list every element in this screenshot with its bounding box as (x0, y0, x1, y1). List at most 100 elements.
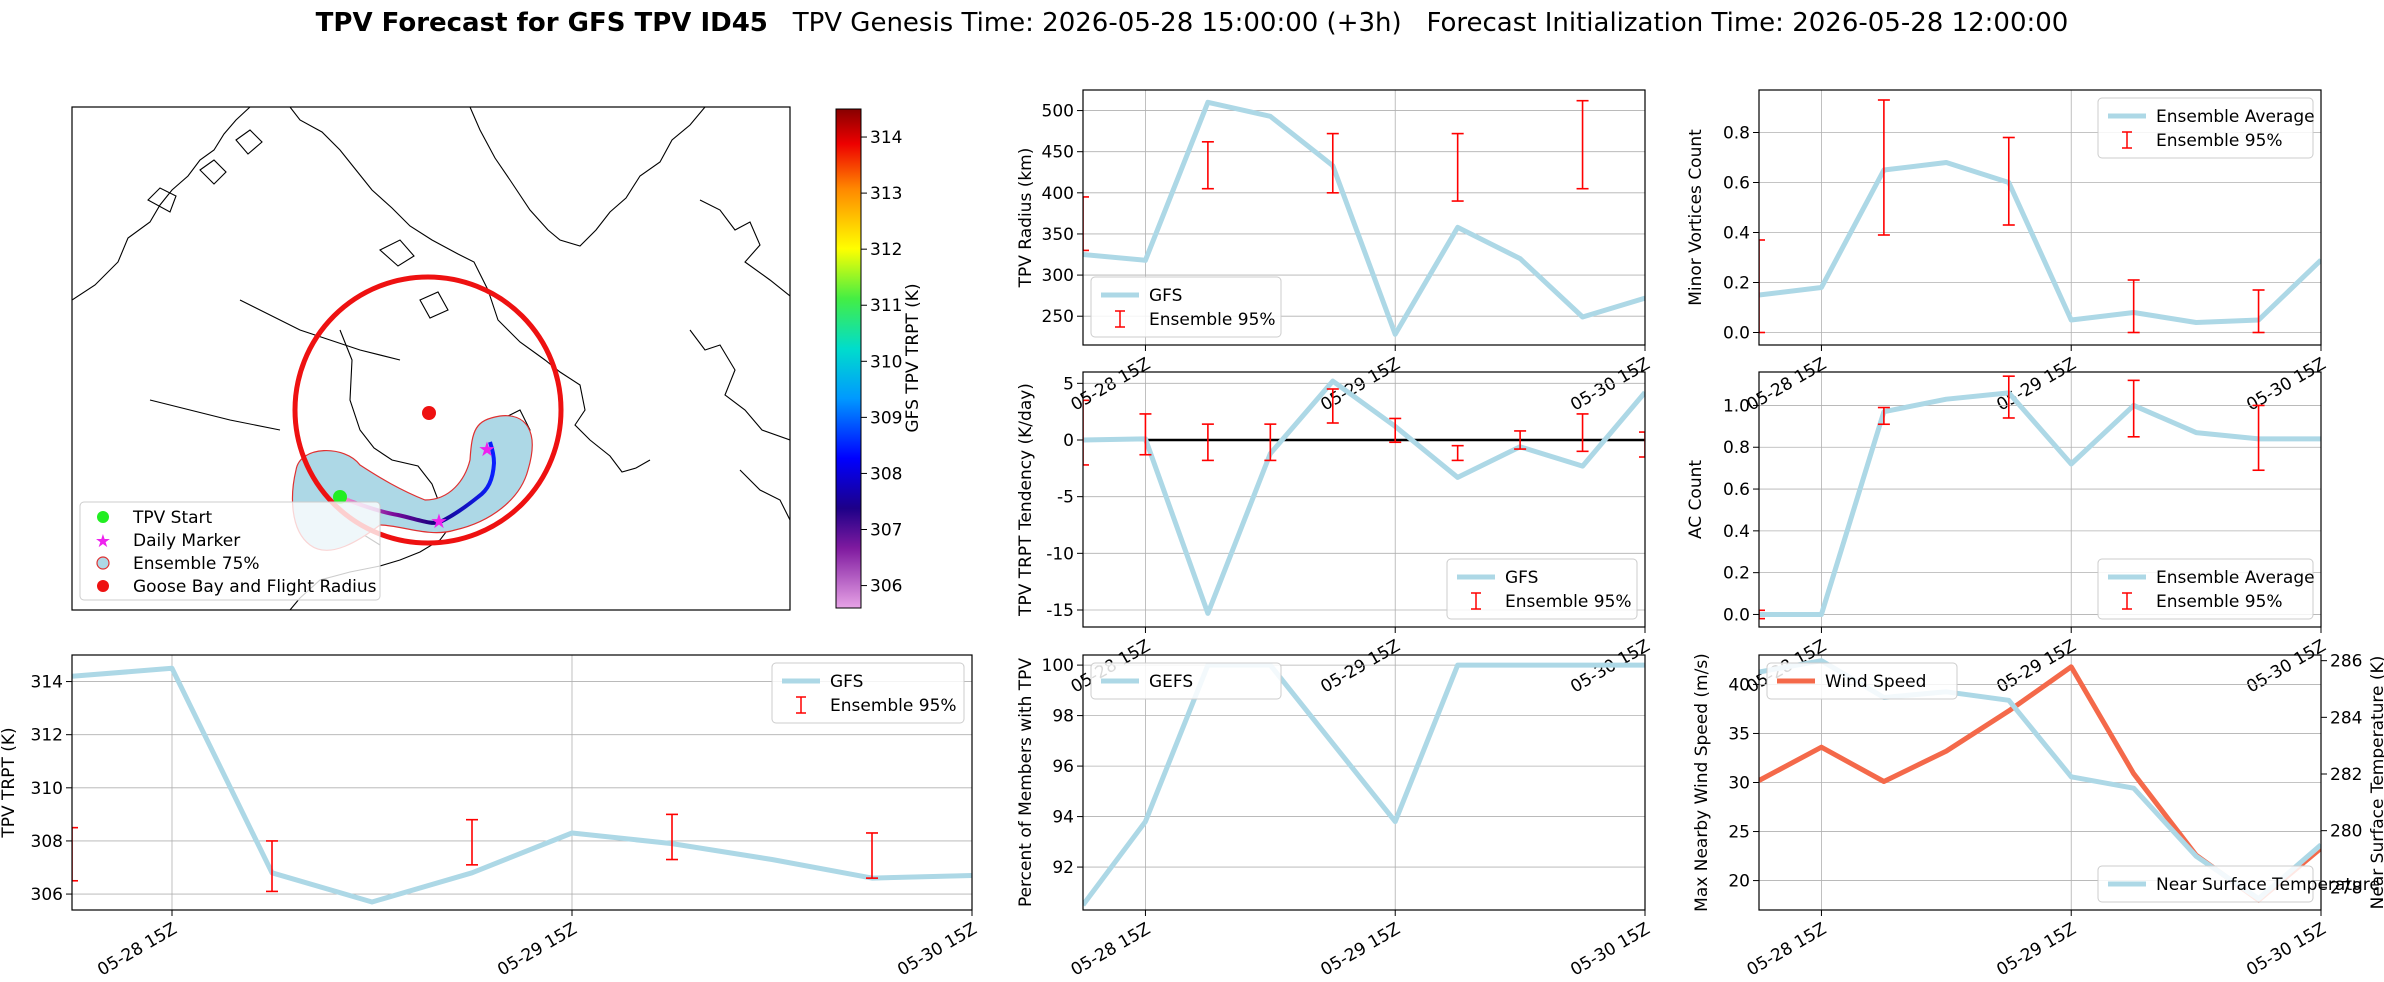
colorbar-tick-label-0: 306 (870, 577, 902, 597)
colorbar-ticks: 306 307 308 309 310 311 312 313 314 (861, 128, 902, 597)
tend-ytick-label-4: 5 (1063, 374, 1074, 394)
minor-series-0 (1759, 160, 2321, 325)
wind-ytick-label-3: 35 (1728, 724, 1750, 744)
radius-legend-label-0: GFS (1149, 286, 1182, 306)
ac-ytick-label-2: 0.4 (1723, 522, 1750, 542)
trpt-legend: GFS Ensemble 95% (771, 662, 965, 724)
ac-ytick-label-0: 0.0 (1723, 605, 1750, 625)
wind-ytick-label-0: 20 (1728, 872, 1750, 892)
tend-ytick-label-2: -5 (1057, 488, 1074, 508)
minor-xtick-label-0: 05-28 15Z (1744, 354, 1830, 415)
tend-legend-label-0: GFS (1505, 568, 1538, 588)
members-ytick-label-3: 98 (1052, 707, 1074, 727)
radius-series-0 (1083, 99, 1645, 337)
ac-errbar-3 (2127, 379, 2140, 438)
members-xtick-label-2: 05-30 15Z (1567, 919, 1653, 980)
members-series-0 (1083, 662, 1645, 907)
colorbar-label: GFS TPV TRPT (K) (903, 283, 923, 432)
map-panel: ★ ★ ★ TPV Start Daily Marker Ensemble 75… (71, 106, 791, 611)
tend-frame (1082, 371, 1646, 628)
tend-errbar-1 (1139, 413, 1152, 456)
wind-ytick2-label-0: 278 (2330, 878, 2362, 898)
tend-xtick-label-1: 05-29 15Z (1317, 636, 1403, 697)
ac-legend-frame (2097, 558, 2314, 620)
trpt-errbar-4 (866, 832, 878, 879)
tend-errbar-8 (1576, 413, 1589, 453)
members-xtick-label-0: 05-28 15Z (1068, 919, 1154, 980)
island-outlines (147, 129, 531, 441)
wind-ytick2-label-3: 284 (2330, 708, 2362, 728)
tend-errbar-2 (1201, 423, 1214, 462)
wind-xtick-label-1: 05-29 15Z (1993, 919, 2079, 980)
coastline-arctic-islands (289, 107, 651, 473)
trpt-xtick-label-1: 05-29 15Z (494, 919, 580, 980)
wind-xtick-label-2: 05-30 15Z (2243, 919, 2329, 980)
trpt-frame (71, 654, 973, 911)
tend-ytick-label-1: -10 (1046, 544, 1074, 564)
radius-errbar-0 (1083, 196, 1089, 252)
radius-ytick-label-3: 400 (1042, 184, 1074, 204)
colorbar-tick-label-4: 310 (870, 352, 902, 372)
map-legend-label-1: Daily Marker (133, 531, 240, 551)
wind-ytick2-label-4: 286 (2330, 652, 2362, 672)
radius-ytick-label-4: 450 (1042, 143, 1074, 163)
wind-b-legend-frame (2097, 865, 2314, 903)
radius-xtick-label-2: 05-30 15Z (1567, 354, 1653, 415)
minor-ylabel: Minor Vortices Count (1686, 129, 1706, 306)
trpt-panel: 306 308 310 312 314 05-28 15Z 05-29 15Z 05-30 1… (0, 654, 981, 980)
tend-ytick-label-3: 0 (1063, 431, 1074, 451)
trpt-ytick-label-4: 314 (31, 673, 63, 693)
ac-ytick-label-1: 0.2 (1723, 564, 1750, 584)
trpt-errbar-3 (666, 813, 678, 861)
colorbar-tick-label-3: 309 (870, 408, 902, 428)
minor-errbar-2 (2002, 136, 2015, 226)
radius-errbar-3 (1451, 132, 1464, 202)
tend-ylabel: TPV TRPT Tendency (K/day) (1016, 383, 1036, 617)
ac-xtick-label-2: 05-30 15Z (2243, 636, 2329, 697)
minor-legend-label-0: Ensemble Average (2156, 107, 2315, 127)
radius-errbar-1 (1201, 141, 1214, 190)
greenland-coast (469, 107, 706, 247)
ac-legend-label-1: Ensemble 95% (2156, 592, 2283, 612)
goose-bay-marker (422, 406, 436, 420)
ac-errbar-4 (2252, 404, 2265, 472)
ac-ytick-label-5: 1.0 (1723, 396, 1750, 416)
members-panel: 92 94 96 98 100 05-28 15Z 05-29 15Z 05-30 15Z Pe… (1016, 654, 1654, 980)
minor-frame (1758, 89, 2322, 346)
ac-legend: Ensemble Average Ensemble 95% (2097, 558, 2315, 620)
members-ylabel: Percent of Members with TPV (1016, 658, 1036, 907)
colorbar-tick-label-7: 313 (870, 184, 902, 204)
members-ytick-label-0: 92 (1052, 858, 1074, 878)
members-ytick-label-4: 100 (1042, 656, 1074, 676)
tend-series-0 (1083, 378, 1645, 616)
radius-ylabel: TPV Radius (km) (1016, 148, 1036, 289)
radius-legend-label-1: Ensemble 95% (1149, 310, 1276, 330)
title-bold: TPV Forecast for GFS TPV ID45 (315, 8, 768, 38)
minor-ytick-label-4: 0.8 (1723, 124, 1750, 144)
members-ytick-label-2: 96 (1052, 757, 1074, 777)
ac-series-0 (1759, 390, 2321, 617)
trpt-legend-label-1: Ensemble 95% (830, 696, 957, 716)
members-xtick-label-1: 05-29 15Z (1317, 919, 1403, 980)
members-legend: GEFS (1090, 662, 1282, 700)
minor-panel: 0.00.20.40.60.805-28 15Z 05-29 15Z 05-30 1… (1686, 89, 2330, 415)
wind-a-legend-label-0: Wind Speed (1825, 672, 1926, 692)
figure-title: TPV Forecast for GFS TPV ID45 TPV Genesi… (0, 8, 2384, 38)
trpt-ylabel: TPV TRPT (K) (0, 727, 19, 838)
trpt-legend-label-0: GFS (830, 672, 863, 692)
ac-legend-label-0: Ensemble Average (2156, 568, 2315, 588)
colorbar: 306 307 308 309 310 311 312 313 314 GFS TPV TRPT… (835, 108, 923, 609)
minor-ytick-label-2: 0.4 (1723, 224, 1750, 244)
tend-ytick-label-0: -15 (1046, 601, 1074, 621)
tend-legend-frame (1446, 558, 1638, 620)
trpt-errbar-0 (72, 826, 78, 882)
wind-a-legend: Wind Speed (1766, 662, 1958, 700)
tend-errbar-3 (1264, 423, 1277, 462)
members-ytick-label-1: 94 (1052, 808, 1074, 828)
radius-legend-frame (1090, 276, 1282, 338)
wind-series-0 (1759, 664, 2321, 903)
radius-ytick-label-1: 300 (1042, 266, 1074, 286)
colorbar-tick-label-6: 312 (870, 240, 902, 260)
